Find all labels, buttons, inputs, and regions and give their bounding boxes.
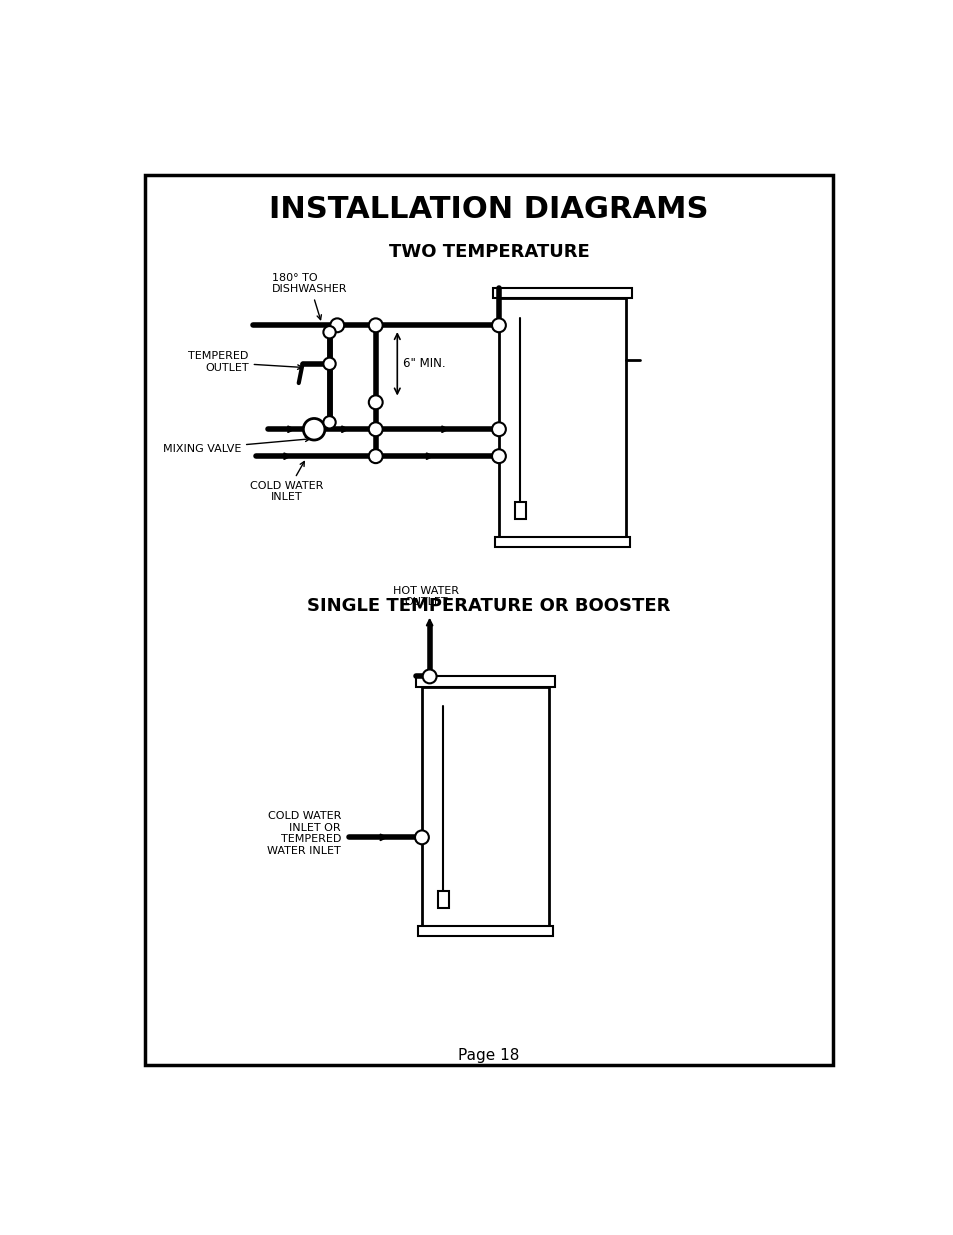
- Circle shape: [369, 422, 382, 436]
- Text: Page 18: Page 18: [457, 1047, 519, 1063]
- Circle shape: [492, 450, 505, 463]
- Text: 180° TO
DISHWASHER: 180° TO DISHWASHER: [272, 273, 347, 320]
- Text: COLD WATER
INLET OR
TEMPERED
WATER INLET: COLD WATER INLET OR TEMPERED WATER INLET: [267, 811, 341, 856]
- Circle shape: [492, 422, 505, 436]
- Bar: [493, 288, 632, 299]
- Circle shape: [323, 358, 335, 370]
- Bar: [495, 537, 629, 547]
- Circle shape: [323, 416, 335, 429]
- Circle shape: [369, 395, 382, 409]
- Circle shape: [323, 326, 335, 338]
- Bar: [421, 687, 548, 926]
- Circle shape: [369, 450, 382, 463]
- Text: SINGLE TEMPERATURE OR BOOSTER: SINGLE TEMPERATURE OR BOOSTER: [307, 598, 670, 615]
- Text: HOT WATER
OUTLET: HOT WATER OUTLET: [393, 585, 458, 608]
- Bar: [437, 892, 449, 908]
- Circle shape: [422, 669, 436, 683]
- Bar: [417, 926, 552, 936]
- Text: MIXING VALVE: MIXING VALVE: [162, 437, 310, 453]
- Text: TEMPERED
OUTLET: TEMPERED OUTLET: [188, 352, 302, 373]
- Circle shape: [330, 319, 344, 332]
- Text: TWO TEMPERATURE: TWO TEMPERATURE: [388, 243, 589, 261]
- Bar: [498, 299, 625, 537]
- Text: 6" MIN.: 6" MIN.: [402, 357, 445, 370]
- Bar: [515, 503, 525, 520]
- Circle shape: [492, 319, 505, 332]
- Text: COLD WATER
INLET: COLD WATER INLET: [251, 462, 323, 503]
- Circle shape: [369, 319, 382, 332]
- Circle shape: [303, 419, 325, 440]
- Bar: [416, 677, 555, 687]
- Circle shape: [415, 830, 429, 845]
- Text: INSTALLATION DIAGRAMS: INSTALLATION DIAGRAMS: [269, 195, 708, 225]
